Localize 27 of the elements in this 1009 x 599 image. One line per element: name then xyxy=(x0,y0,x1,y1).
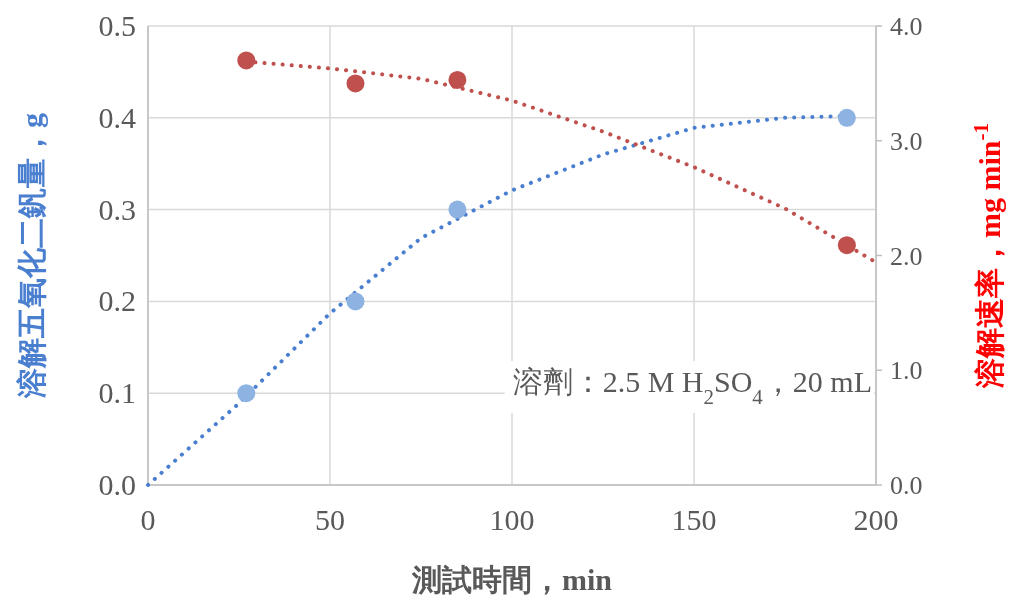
y2-tick-label: 3.0 xyxy=(890,126,923,156)
y-tick-label: 0.1 xyxy=(98,376,136,410)
x-tick-label: 100 xyxy=(489,503,535,536)
x-tick-label: 150 xyxy=(671,503,717,536)
point xyxy=(837,236,856,255)
x-tick-label: 0 xyxy=(140,503,156,536)
y-tick-label: 0.3 xyxy=(98,192,136,226)
point xyxy=(448,200,467,219)
point xyxy=(346,74,365,93)
y-tick-label: 0.0 xyxy=(98,468,136,501)
annotation: 溶劑：2.5 M H$_{2}$SO$_{4}$，20 mL xyxy=(512,365,872,409)
y2-tick-label: 4.0 xyxy=(890,12,923,41)
point xyxy=(837,108,856,127)
y-tick-label: 0.2 xyxy=(98,284,136,318)
y-tick-label: 0.4 xyxy=(98,100,136,134)
y-axis-title: 溶解五氧化二釩量，g xyxy=(15,113,48,399)
x-tick-label: 50 xyxy=(315,503,345,536)
x-axis-title: 測試時間，min xyxy=(410,563,613,596)
y-tick-label: 0.5 xyxy=(98,9,136,42)
point xyxy=(237,384,256,403)
point xyxy=(346,292,365,311)
y2-tick-label: 1.0 xyxy=(890,356,923,386)
y2-tick-label: 0.0 xyxy=(890,471,923,500)
x-tick-label: 200 xyxy=(853,503,899,536)
y2-tick-label: 2.0 xyxy=(890,241,923,271)
point xyxy=(448,70,467,89)
point xyxy=(237,51,256,70)
